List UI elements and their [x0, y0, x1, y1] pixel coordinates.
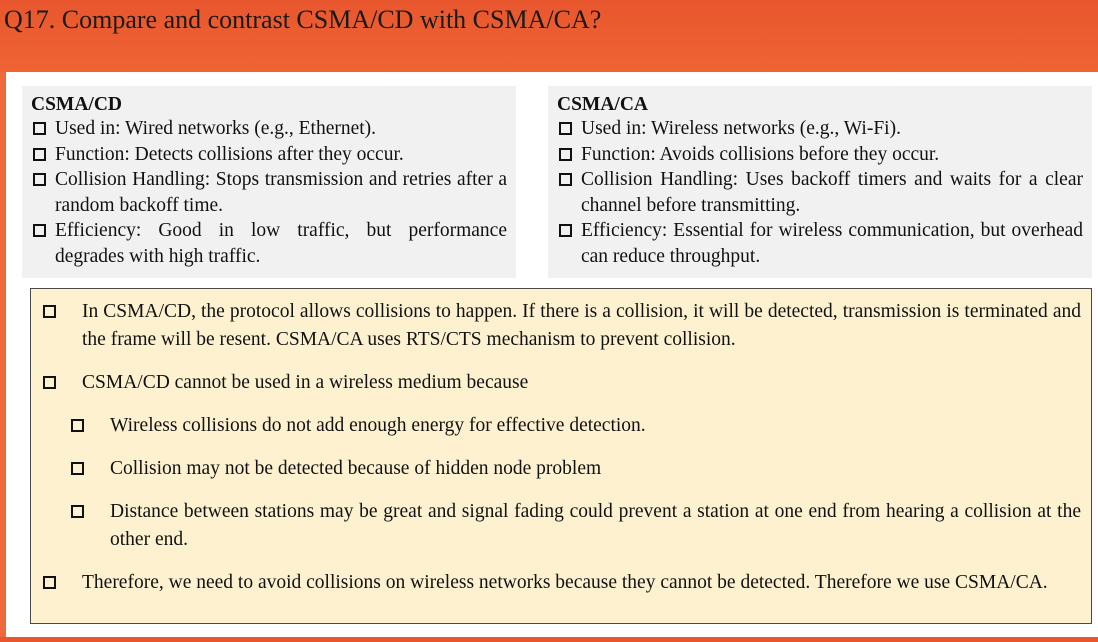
list-item: In CSMA/CD, the protocol allows collisio…: [43, 298, 1081, 354]
list-item: Collision Handling: Stops transmission a…: [33, 167, 507, 218]
checkbox-icon: [559, 122, 572, 135]
csma-ca-column: CSMA/CA Used in: Wireless networks (e.g.…: [548, 86, 1092, 278]
slide-header: Q17. Compare and contrast CSMA/CD with C…: [0, 0, 1098, 72]
checkbox-icon: [559, 147, 572, 161]
list-item: Wireless collisions do not add enough en…: [71, 412, 1081, 440]
checkbox-icon: [71, 462, 84, 475]
checkbox-icon: [559, 173, 572, 186]
list-item: Distance between stations may be great a…: [71, 498, 1081, 554]
list-item: Function: Avoids collisions before they …: [559, 142, 1083, 168]
checkbox-icon: [71, 419, 84, 432]
list-item: Function: Detects collisions after they …: [33, 142, 507, 168]
list-item: Used in: Wireless networks (e.g., Wi-Fi)…: [559, 116, 1083, 142]
list-item: Used in: Wired networks (e.g., Ethernet)…: [33, 116, 507, 142]
checkbox-icon: [43, 376, 56, 389]
checkbox-icon: [43, 305, 56, 318]
checkbox-icon: [33, 173, 46, 186]
checkbox-icon: [33, 122, 46, 135]
list-item: Collision Handling: Uses backoff timers …: [559, 167, 1083, 218]
csma-cd-column: CSMA/CD Used in: Wired networks (e.g., E…: [22, 86, 516, 278]
list-item: Collision may not be detected because of…: [71, 455, 1081, 483]
list-item: CSMA/CD cannot be used in a wireless med…: [43, 369, 1081, 397]
checkbox-icon: [559, 224, 572, 237]
csma-ca-heading: CSMA/CA: [557, 94, 648, 115]
left-accent-strip: [0, 72, 6, 642]
checkbox-icon: [33, 224, 46, 237]
list-item: Therefore, we need to avoid collisions o…: [43, 569, 1081, 597]
csma-cd-heading: CSMA/CD: [31, 94, 122, 115]
checkbox-icon: [33, 147, 46, 161]
notes-box: In CSMA/CD, the protocol allows collisio…: [30, 288, 1092, 624]
list-item: Efficiency: Essential for wireless commu…: [559, 218, 1083, 269]
checkbox-icon: [43, 576, 56, 589]
bottom-accent-bar: [0, 637, 1098, 642]
checkbox-icon: [71, 505, 84, 518]
slide-title: Q17. Compare and contrast CSMA/CD with C…: [4, 5, 602, 34]
list-item: Efficiency: Good in low traffic, but per…: [33, 218, 507, 269]
